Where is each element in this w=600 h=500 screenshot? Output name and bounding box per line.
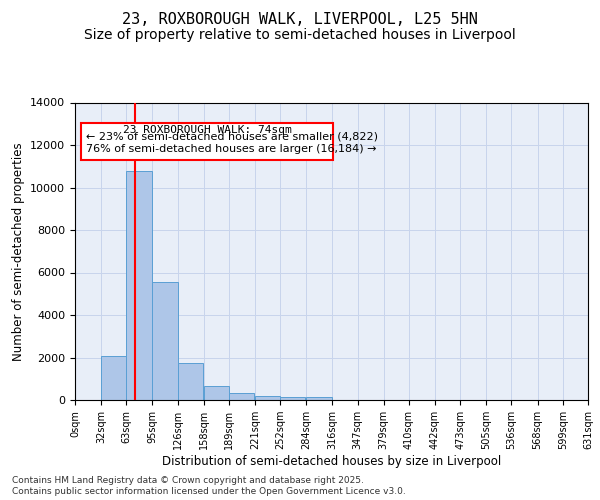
X-axis label: Distribution of semi-detached houses by size in Liverpool: Distribution of semi-detached houses by …	[162, 455, 501, 468]
Bar	[101, 356, 127, 400]
Bar	[178, 363, 203, 400]
Bar	[152, 282, 178, 400]
Text: 76% of semi-detached houses are larger (16,184) →: 76% of semi-detached houses are larger (…	[86, 144, 376, 154]
Text: Contains HM Land Registry data © Crown copyright and database right 2025.: Contains HM Land Registry data © Crown c…	[12, 476, 364, 485]
Bar	[229, 393, 254, 400]
Bar	[280, 397, 305, 400]
Y-axis label: Number of semi-detached properties: Number of semi-detached properties	[11, 142, 25, 360]
Text: 23, ROXBOROUGH WALK, LIVERPOOL, L25 5HN: 23, ROXBOROUGH WALK, LIVERPOOL, L25 5HN	[122, 12, 478, 28]
Text: ← 23% of semi-detached houses are smaller (4,822): ← 23% of semi-detached houses are smalle…	[86, 132, 378, 142]
Bar	[255, 396, 280, 400]
Text: Size of property relative to semi-detached houses in Liverpool: Size of property relative to semi-detach…	[84, 28, 516, 42]
Bar	[306, 397, 331, 400]
Text: 23 ROXBOROUGH WALK: 74sqm: 23 ROXBOROUGH WALK: 74sqm	[122, 125, 292, 135]
Bar	[203, 386, 229, 400]
Text: Contains public sector information licensed under the Open Government Licence v3: Contains public sector information licen…	[12, 487, 406, 496]
Bar	[127, 170, 152, 400]
